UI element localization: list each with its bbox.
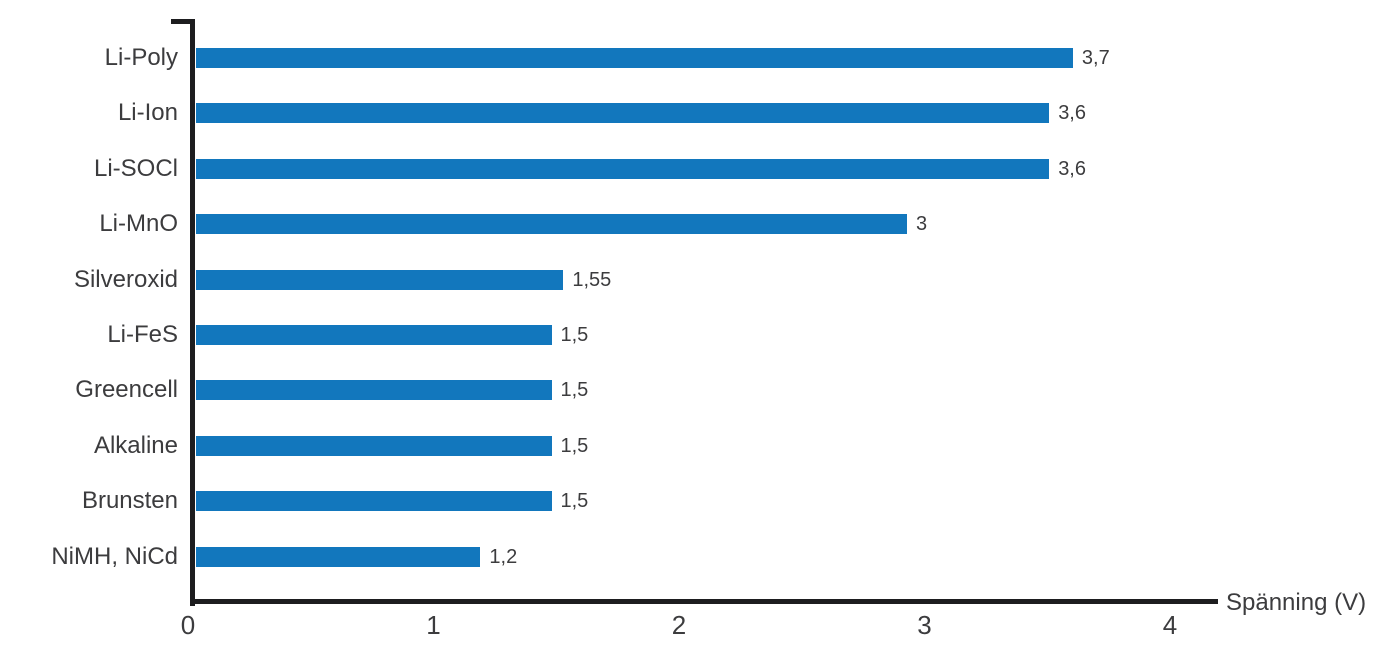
- bar: [196, 325, 552, 345]
- category-label: Li-Poly: [104, 44, 178, 71]
- x-tick-label: 3: [917, 610, 932, 640]
- category-label: Alkaline: [93, 431, 178, 459]
- bar: [196, 269, 564, 290]
- x-tick-label: 1: [426, 610, 441, 640]
- category-label: Li-SOCl: [93, 154, 178, 182]
- value-label: 3,7: [1081, 47, 1110, 69]
- y-axis-top-tick: [171, 19, 195, 24]
- value-label: 1,5: [560, 434, 589, 457]
- x-tick-label: 2: [671, 610, 687, 640]
- value-label: 1,5: [560, 379, 589, 402]
- value-label: 1,5: [560, 490, 589, 513]
- category-label: NiMH, NiCd: [51, 542, 178, 570]
- value-label: 1,55: [572, 268, 612, 291]
- category-label: Li-MnO: [99, 210, 178, 238]
- category-label: Greencell: [75, 376, 178, 404]
- category-label: Li-FeS: [107, 321, 178, 348]
- value-label: 1,2: [489, 545, 518, 568]
- x-tick-label: 4: [1162, 610, 1178, 640]
- bar: [196, 435, 552, 456]
- bar: [196, 491, 552, 512]
- y-axis-line: [190, 20, 195, 606]
- x-tick-label: 0: [180, 610, 196, 640]
- category-label: Li-Ion: [117, 99, 178, 127]
- value-label: 3,6: [1058, 102, 1086, 125]
- category-label: Brunsten: [81, 487, 178, 515]
- bar: [196, 380, 552, 401]
- bar: [196, 158, 1050, 179]
- bar: [196, 48, 1073, 68]
- x-axis-line: [190, 599, 1218, 604]
- category-label: Silveroxid: [73, 265, 178, 293]
- bar: [196, 546, 481, 567]
- bar: [196, 103, 1050, 124]
- value-label: 3: [916, 213, 928, 236]
- x-axis-title: Spänning (V): [1226, 589, 1367, 616]
- value-label: 1,5: [560, 324, 589, 346]
- value-label: 3,6: [1058, 157, 1086, 180]
- bar: [196, 214, 907, 235]
